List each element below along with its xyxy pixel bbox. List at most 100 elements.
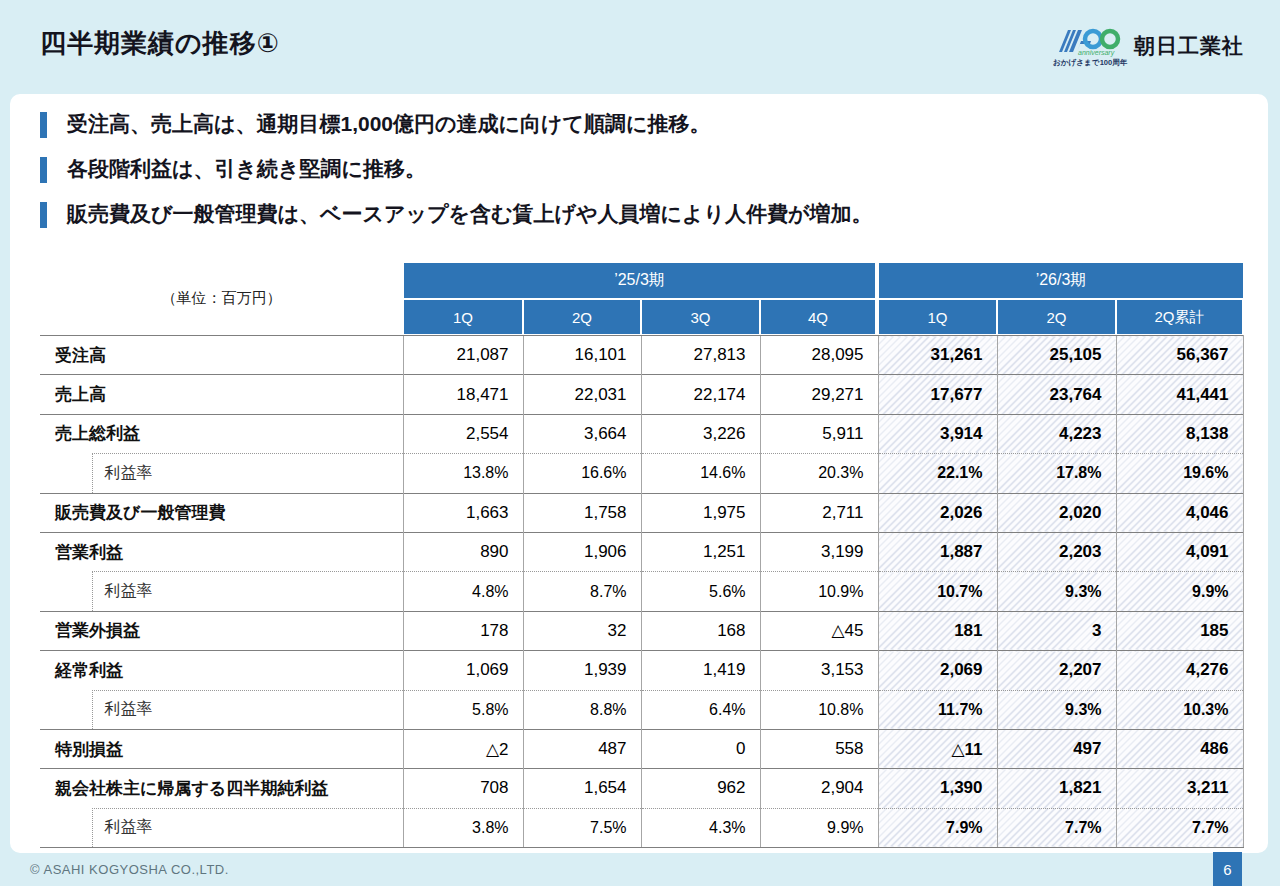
cell-value: 29,271 (760, 375, 878, 414)
row-label: 利益率 (92, 454, 403, 493)
row-label: 特別損益 (40, 729, 403, 768)
cell-value: 185 (1116, 611, 1243, 650)
cell-value: 19.6% (1116, 454, 1243, 493)
bullet-item: 各段階利益は、引き続き堅調に推移。 (40, 155, 872, 183)
row-label: 利益率 (92, 690, 403, 729)
page-number: 6 (1213, 852, 1242, 886)
cell-value: 3.8% (403, 808, 523, 847)
copyright: © ASAHI KOGYOSHA CO.,LTD. (30, 862, 229, 877)
cell-value: 14.6% (641, 454, 760, 493)
cell-value: 25,105 (997, 336, 1116, 375)
company-name: 朝日工業社 (1134, 32, 1244, 60)
cell-value: 1,975 (641, 493, 760, 532)
cell-value: 2,904 (760, 769, 878, 808)
cell-value: 7.7% (1116, 808, 1243, 847)
cell-value: 2,020 (997, 493, 1116, 532)
row-label: 営業外損益 (40, 611, 403, 650)
cell-value: 22,174 (641, 375, 760, 414)
cell-value: 23,764 (997, 375, 1116, 414)
table-row: 利益率3.8%7.5%4.3%9.9%7.9%7.7%7.7% (40, 808, 1243, 847)
table-row: 受注高21,08716,10127,81328,09531,26125,1055… (40, 336, 1243, 375)
table-header: （単位：百万円） ’25/3期’26/3期1Q2Q3Q4Q1Q2Q2Q累計 (40, 263, 1243, 335)
cell-value: 3,664 (523, 414, 641, 453)
cell-value: 9.9% (760, 808, 878, 847)
svg-text:おかげさまで100周年: おかげさまで100周年 (1053, 58, 1128, 67)
col-header: 3Q (642, 300, 759, 334)
bullet-bar-icon (40, 202, 47, 228)
cell-value: 4,091 (1116, 532, 1243, 571)
page-title: 四半期業績の推移① (40, 26, 280, 61)
col-header: 2Q (524, 300, 640, 334)
cell-value: 41,441 (1116, 375, 1243, 414)
cell-value: △2 (403, 729, 523, 768)
cell-value: 31,261 (878, 336, 997, 375)
col-header: 4Q (761, 300, 875, 334)
cell-value: 18,471 (403, 375, 523, 414)
cell-value: 8.8% (523, 690, 641, 729)
cell-value: 1,654 (523, 769, 641, 808)
cell-value: 17.8% (997, 454, 1116, 493)
cell-value: 4,223 (997, 414, 1116, 453)
cell-value: 497 (997, 729, 1116, 768)
cell-value: 8.7% (523, 572, 641, 611)
col-header: 2Q累計 (1117, 300, 1242, 334)
bullet-bar-icon (40, 157, 47, 183)
cell-value: 1,887 (878, 532, 997, 571)
cell-value: 1,906 (523, 532, 641, 571)
cell-value: 181 (878, 611, 997, 650)
cell-value: 5,911 (760, 414, 878, 453)
cell-value: 178 (403, 611, 523, 650)
cell-value: 3,914 (878, 414, 997, 453)
cell-value: 4.8% (403, 572, 523, 611)
cell-value: 3,153 (760, 651, 878, 690)
row-label: 売上総利益 (40, 414, 403, 453)
row-label: 親会社株主に帰属する四半期純利益 (40, 769, 403, 808)
cell-value: 32 (523, 611, 641, 650)
bullet-text: 各段階利益は、引き続き堅調に推移。 (67, 155, 426, 183)
col-header: 1Q (404, 300, 522, 334)
bullet-bar-icon (40, 112, 47, 138)
cell-value: 22,031 (523, 375, 641, 414)
cell-value: 2,069 (878, 651, 997, 690)
cell-value: 3,211 (1116, 769, 1243, 808)
cell-value: 4,046 (1116, 493, 1243, 532)
summary-bullets: 受注高、売上高は、通期目標1,000億円の達成に向けて順調に推移。 各段階利益は… (40, 110, 872, 245)
cell-value: 5.8% (403, 690, 523, 729)
cell-value: 22.1% (878, 454, 997, 493)
cell-value: 708 (403, 769, 523, 808)
cell-value: 1,663 (403, 493, 523, 532)
bullet-item: 受注高、売上高は、通期目標1,000億円の達成に向けて順調に推移。 (40, 110, 872, 138)
row-label: 利益率 (92, 572, 403, 611)
bullet-item: 販売費及び一般管理費は、ベースアップを含む賃上げや人員増により人件費が増加。 (40, 200, 872, 228)
table-row: 営業外損益17832168△451813185 (40, 611, 1243, 650)
cell-value: 7.7% (997, 808, 1116, 847)
cell-value: 27,813 (641, 336, 760, 375)
cell-value: 1,939 (523, 651, 641, 690)
cell-value: 8,138 (1116, 414, 1243, 453)
cell-value: 1,390 (878, 769, 997, 808)
cell-value: 3,226 (641, 414, 760, 453)
quarterly-results-table: （単位：百万円） ’25/3期’26/3期1Q2Q3Q4Q1Q2Q2Q累計 受注… (40, 263, 1243, 335)
table-row: 特別損益△24870558△11497486 (40, 729, 1243, 768)
cell-value: 2,026 (878, 493, 997, 532)
table-row: 親会社株主に帰属する四半期純利益7081,6549622,9041,3901,8… (40, 769, 1243, 808)
cell-value: △45 (760, 611, 878, 650)
cell-value: 13.8% (403, 454, 523, 493)
cell-value: 10.9% (760, 572, 878, 611)
table-row: 営業利益8901,9061,2513,1991,8872,2034,091 (40, 532, 1243, 571)
cell-value: 486 (1116, 729, 1243, 768)
svg-text:anniversary: anniversary (1078, 49, 1115, 57)
cell-value: 7.9% (878, 808, 997, 847)
cell-value: 3 (997, 611, 1116, 650)
cell-value: 0 (641, 729, 760, 768)
cell-value: 16.6% (523, 454, 641, 493)
cell-value: 9.9% (1116, 572, 1243, 611)
table-row: 売上高18,47122,03122,17429,27117,67723,7644… (40, 375, 1243, 414)
cell-value: 11.7% (878, 690, 997, 729)
col-group-fy25: ’25/3期 (404, 263, 875, 298)
cell-value: 10.8% (760, 690, 878, 729)
cell-value: 5.6% (641, 572, 760, 611)
table-row: 売上総利益2,5543,6643,2265,9113,9144,2238,138 (40, 414, 1243, 453)
col-header: 1Q (879, 300, 996, 334)
company-logo: anniversary おかげさまで100周年 朝日工業社 (1051, 24, 1244, 68)
